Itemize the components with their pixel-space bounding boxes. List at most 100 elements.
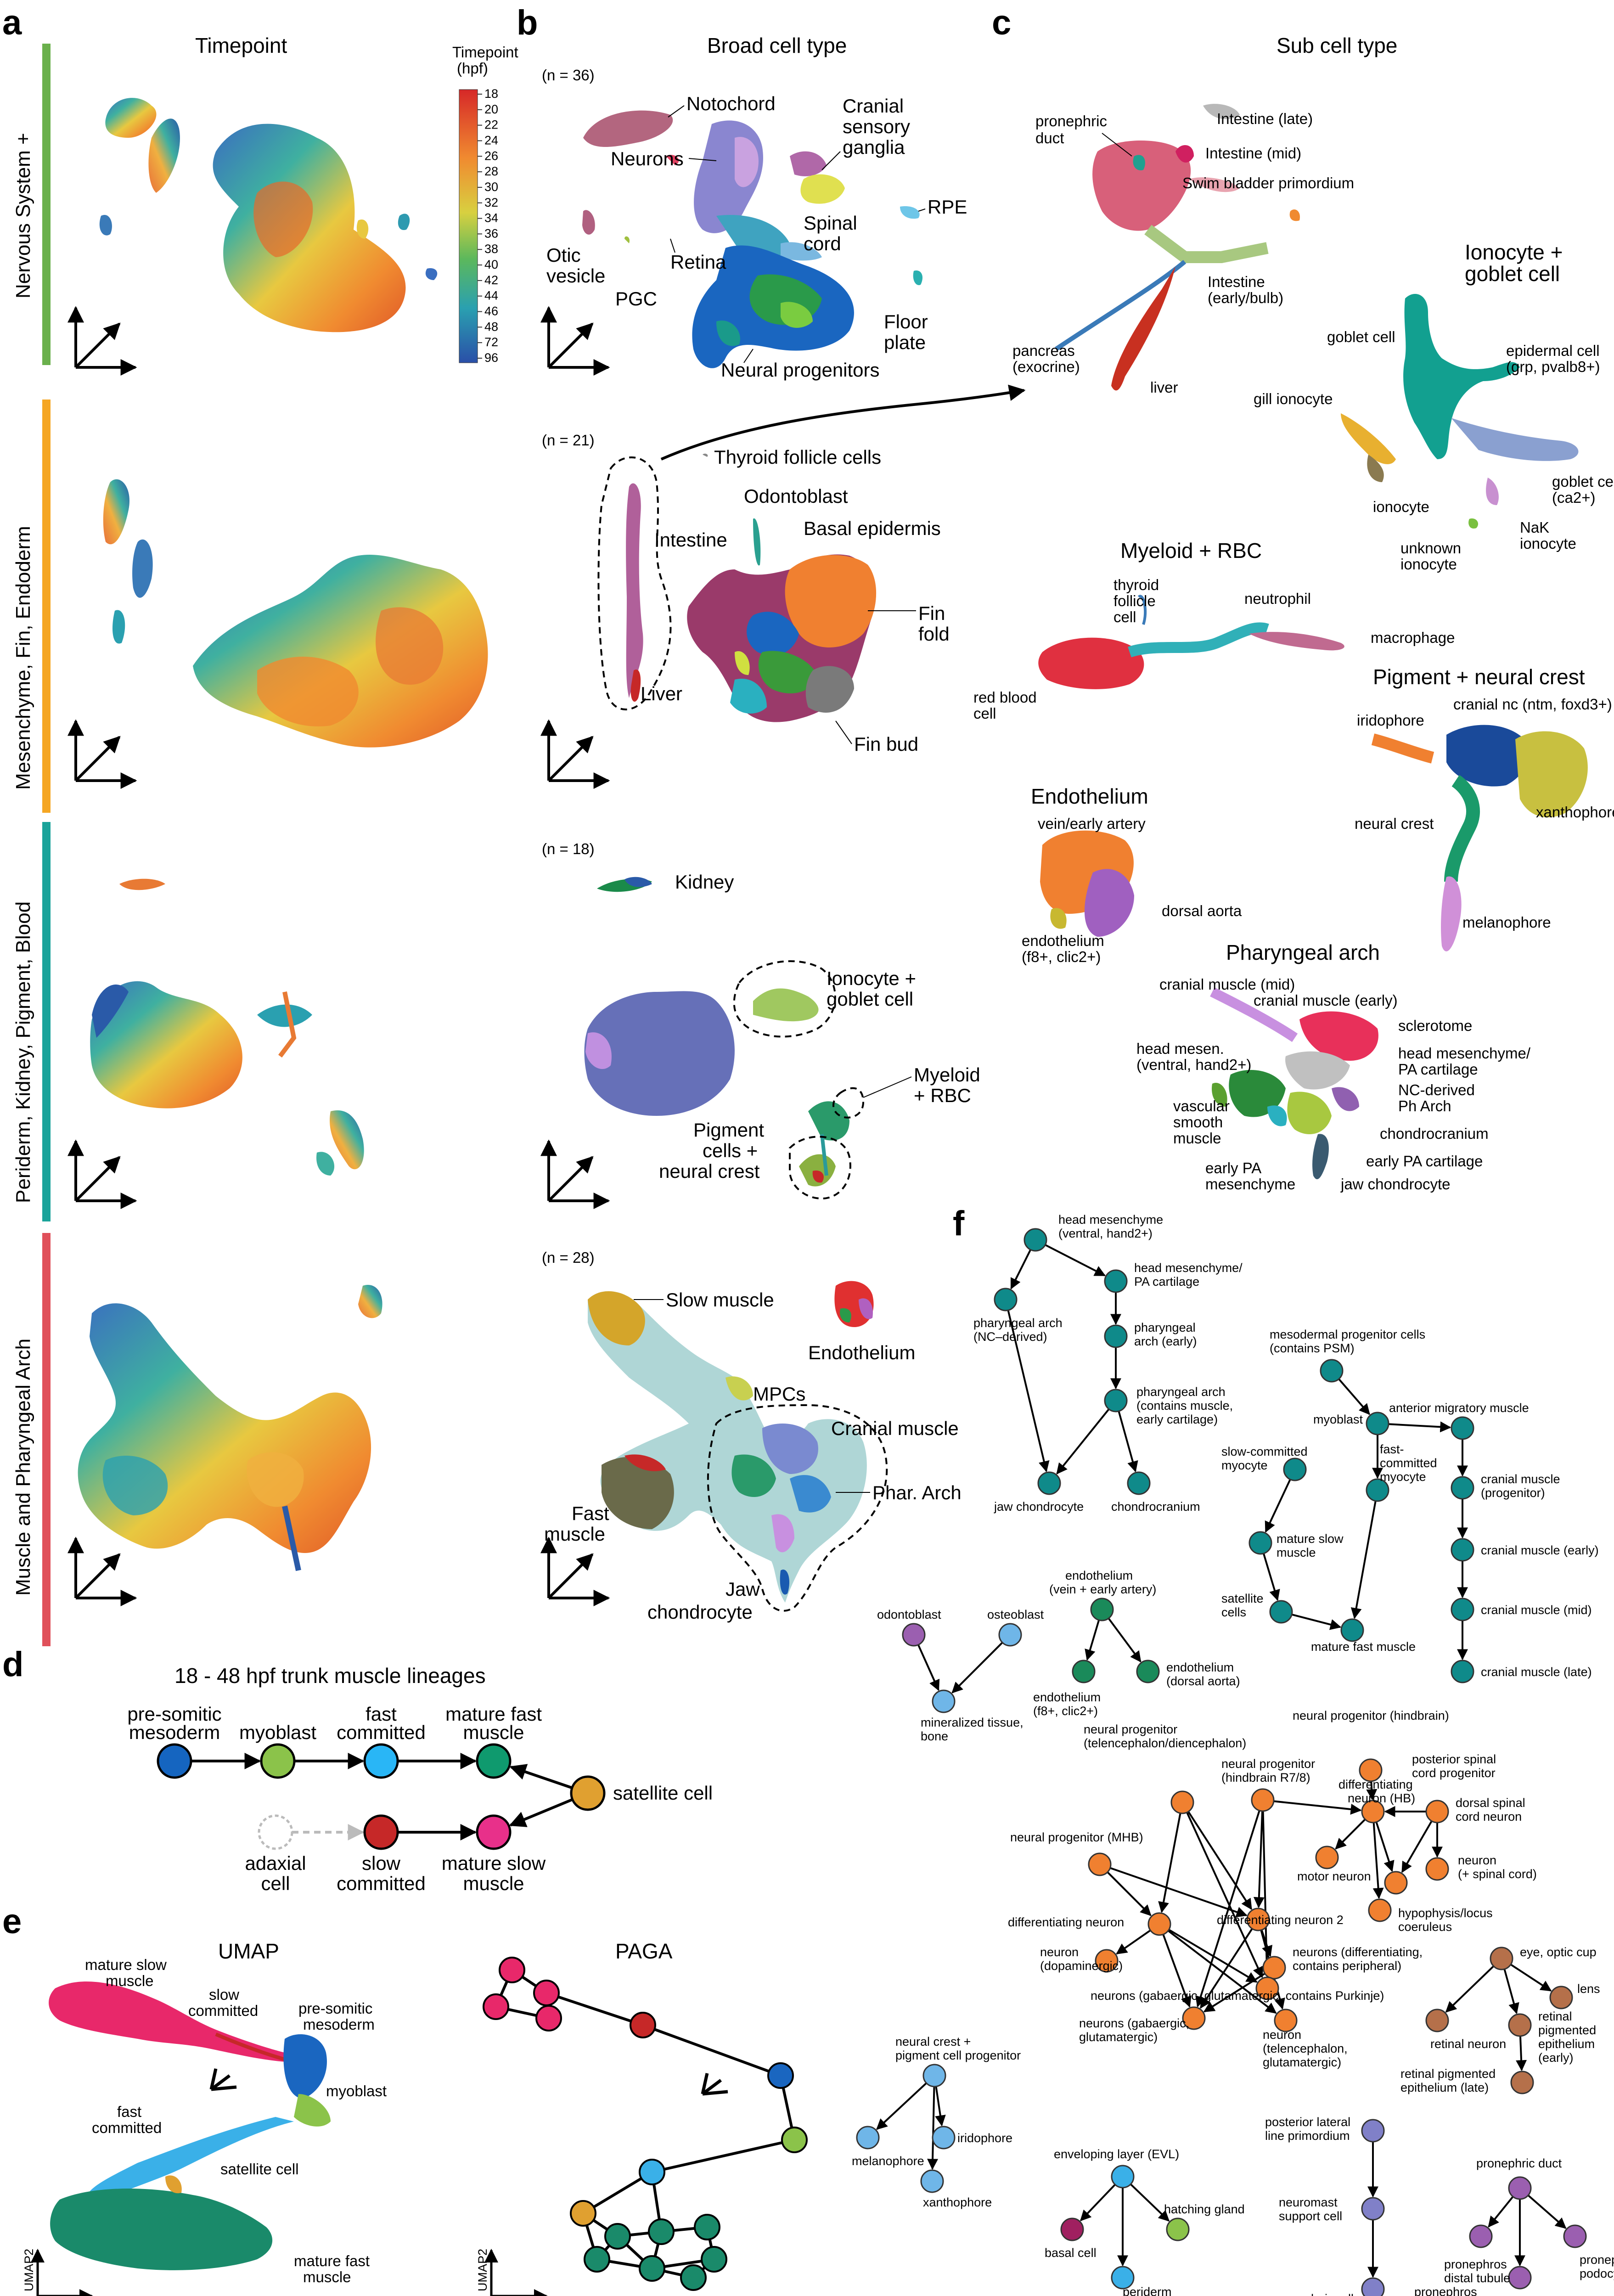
panel-letter-c: c: [992, 3, 1011, 42]
tree-node: [1368, 1898, 1392, 1922]
label-pa-cartilage: PA cartilage: [1398, 1061, 1478, 1078]
panel-letter-f: f: [953, 1204, 965, 1243]
lineage-edge: [509, 1798, 573, 1827]
tree-node: [1451, 1660, 1474, 1683]
tree-label: myocyte: [1221, 1458, 1268, 1472]
label-sensory: sensory: [843, 116, 910, 137]
panel-letter-e: e: [2, 1902, 22, 1941]
tree-label: epithelium (late): [1400, 2081, 1489, 2094]
tree-label: pharyngeal arch: [973, 1316, 1063, 1330]
tree-node: [1111, 2266, 1135, 2290]
tree-label: (progenitor): [1481, 1486, 1545, 1500]
legend-title-2: (hpf): [457, 60, 488, 77]
label-e-slow: slow: [209, 1986, 239, 2003]
tree-node: [1060, 2217, 1084, 2241]
muscle-lineage-title: 18 - 48 hpf trunk muscle lineages: [174, 1664, 486, 1688]
tree-node: [1451, 1476, 1474, 1500]
tree-node: [1451, 1416, 1474, 1440]
umap-sub-endoderm: [1055, 104, 1300, 391]
tree-label: cranial muscle (late): [1481, 1665, 1592, 1679]
tree-label: neuromast: [1279, 2195, 1338, 2209]
lineage-node-label: slow: [362, 1852, 401, 1874]
tree-node: [1490, 1947, 1513, 1970]
tree-edge: [1158, 1813, 1181, 1913]
panel-letter-b: b: [517, 3, 538, 42]
tree-label: arch (early): [1134, 1334, 1197, 1348]
panel-letter-d: d: [2, 1645, 23, 1684]
label-cells: cells +: [703, 1140, 758, 1161]
legend-tick-label: 26: [484, 149, 498, 163]
lineage-node: [476, 1743, 512, 1779]
tree-label: (early): [1538, 2051, 1574, 2065]
label-slow-muscle: Slow muscle: [666, 1289, 774, 1311]
label-smooth-muscle: muscle: [1173, 1130, 1221, 1147]
axes-arrows-a2: [76, 721, 135, 781]
broad-labels-row1: Notochord Neurons Cranial sensory gangli…: [546, 93, 967, 381]
tree-label: neuron (HB): [1348, 1791, 1415, 1805]
tree-node: [1104, 1324, 1128, 1348]
label-fin: Fin: [918, 602, 945, 624]
tree-node: [932, 2126, 956, 2150]
label-unknown: unknown: [1400, 540, 1461, 557]
label-intestine-early-1: Intestine: [1208, 273, 1265, 290]
timepoint-title: Timepoint: [195, 34, 287, 57]
tree-label: myocyte: [1380, 1470, 1426, 1484]
label-unknown-ionocyte: ionocyte: [1400, 556, 1457, 573]
tree-label: xanthophore: [923, 2195, 992, 2209]
label-cell: cell: [1113, 608, 1136, 625]
tree-edge: [1350, 1501, 1377, 1619]
label-neutrophil: neutrophil: [1244, 590, 1311, 607]
tree-label: (dopaminergic): [1040, 1959, 1123, 1973]
paga-title: PAGA: [615, 1939, 673, 1963]
tree-label: head mesenchyme: [1058, 1213, 1163, 1227]
lineage-node-label: cell: [261, 1873, 290, 1894]
panel-letter-a: a: [2, 3, 22, 42]
tree-label: mesodermal progenitor cells: [1270, 1328, 1425, 1341]
tree-label: basal cell: [1045, 2246, 1097, 2260]
tree-label: eye, optic cup: [1520, 1945, 1597, 1959]
tree-edge: [927, 2086, 939, 2170]
tree-node: [1320, 1359, 1344, 1383]
legend-tick-label: 46: [484, 304, 498, 318]
sub-labels-ionocyte: Ionocyte + goblet cell goblet cell epide…: [1254, 240, 1614, 573]
tree-label: pronephros: [1580, 2253, 1614, 2267]
tree-node: [1425, 1857, 1449, 1881]
n-count-row1: (n = 36): [542, 67, 595, 84]
label-head-mesen: head mesen.: [1136, 1040, 1224, 1057]
tree-label: committed: [1380, 1456, 1437, 1470]
umap-title: UMAP: [218, 1939, 279, 1963]
lineage-node: [363, 1814, 399, 1850]
tree-edge: [1527, 2195, 1567, 2229]
tree-node: [994, 1288, 1018, 1311]
paga-node: [694, 2214, 720, 2240]
label-jaw: Jaw: [725, 1578, 760, 1600]
tree-label: neuron: [1040, 1945, 1079, 1959]
pharyngeal-title: Pharyngeal arch: [1226, 940, 1380, 964]
umap-timepoint-row1: [99, 98, 438, 332]
label-xanthophore: xanthophore: [1536, 804, 1614, 821]
umap-sub-ionocyte: [1341, 294, 1579, 529]
tree-label: (dorsal aorta): [1166, 1674, 1240, 1688]
axes-arrows-b3: [549, 1141, 608, 1201]
n-count-row3: (n = 18): [542, 840, 595, 857]
lineage-node-label: mesoderm: [129, 1722, 220, 1743]
dashed-outline-pigment: [789, 1136, 851, 1200]
lineage-node-label: committed: [337, 1722, 426, 1743]
label-sclerotome: sclerotome: [1398, 1017, 1472, 1034]
broad-cell-type-title: Broad cell type: [707, 34, 847, 57]
paga-direction-arrow: [701, 2073, 728, 2096]
tree-node: [922, 2064, 946, 2088]
label-f8-clic2: (f8+, clic2+): [1022, 948, 1101, 965]
tree-label: endothelium: [1065, 1569, 1133, 1582]
tree-label: neurons (gabaergic,: [1079, 2016, 1189, 2030]
label-intestine: Intestine: [654, 529, 727, 551]
tree-edge: [1162, 1934, 1192, 2008]
tree-label: posterior spinal: [1412, 1752, 1496, 1766]
tree-label: (hindbrain R7/8): [1221, 1771, 1310, 1784]
tree-node: [1246, 1908, 1270, 1931]
label-ventral-hand2: (ventral, hand2+): [1136, 1056, 1251, 1073]
tree-node: [1251, 1788, 1275, 1812]
tree-label: cord progenitor: [1412, 1766, 1496, 1780]
tree-label: osteoblast: [987, 1608, 1044, 1621]
label-early-pa: early PA: [1205, 1159, 1261, 1176]
